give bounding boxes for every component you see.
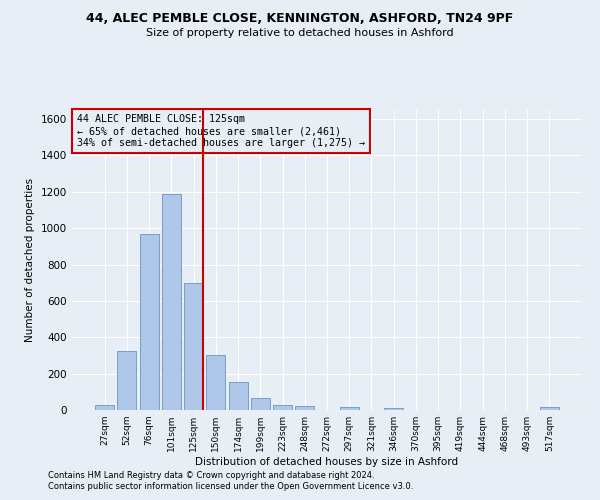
Bar xyxy=(229,382,248,410)
Bar xyxy=(273,406,292,410)
Text: 44, ALEC PEMBLE CLOSE, KENNINGTON, ASHFORD, TN24 9PF: 44, ALEC PEMBLE CLOSE, KENNINGTON, ASHFO… xyxy=(86,12,514,26)
Bar xyxy=(162,194,181,410)
Y-axis label: Number of detached properties: Number of detached properties xyxy=(25,178,35,342)
Bar xyxy=(384,408,403,410)
Bar xyxy=(140,234,158,410)
X-axis label: Distribution of detached houses by size in Ashford: Distribution of detached houses by size … xyxy=(196,457,458,467)
Bar xyxy=(184,282,203,410)
Bar xyxy=(206,356,225,410)
Bar xyxy=(118,351,136,410)
Bar xyxy=(95,404,114,410)
Text: Contains public sector information licensed under the Open Government Licence v3: Contains public sector information licen… xyxy=(48,482,413,491)
Text: Size of property relative to detached houses in Ashford: Size of property relative to detached ho… xyxy=(146,28,454,38)
Bar xyxy=(540,408,559,410)
Bar xyxy=(340,408,359,410)
Text: Contains HM Land Registry data © Crown copyright and database right 2024.: Contains HM Land Registry data © Crown c… xyxy=(48,470,374,480)
Bar xyxy=(295,406,314,410)
Bar xyxy=(251,398,270,410)
Text: 44 ALEC PEMBLE CLOSE: 125sqm
← 65% of detached houses are smaller (2,461)
34% of: 44 ALEC PEMBLE CLOSE: 125sqm ← 65% of de… xyxy=(77,114,365,148)
